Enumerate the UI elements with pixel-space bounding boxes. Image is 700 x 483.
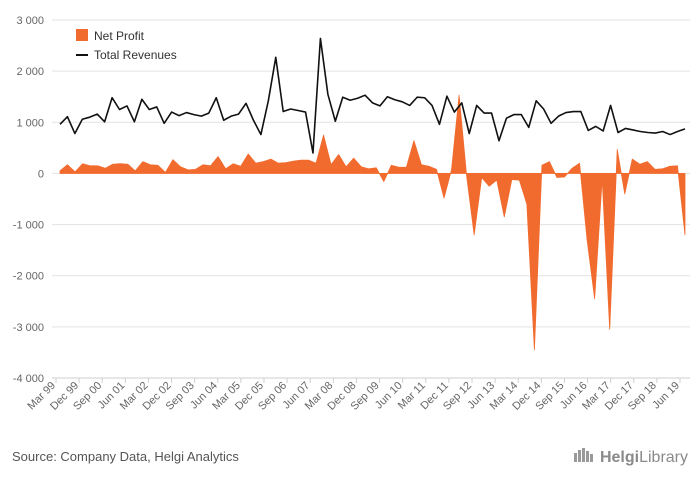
net-profit-area-path [59, 94, 686, 351]
y-tick-label: 3 000 [16, 15, 44, 27]
y-tick-label: -3 000 [13, 322, 44, 334]
net-profit-area [59, 94, 686, 351]
y-tick-label: 2 000 [16, 66, 44, 78]
logo-bold-text: Helgi [599, 448, 640, 466]
y-tick-label: 1 000 [16, 117, 44, 129]
legend-label-net-profit: Net Profit [94, 29, 145, 43]
y-tick-label: -4 000 [13, 373, 44, 385]
net-profit-swatch [76, 29, 88, 41]
library-logo-icon [573, 448, 596, 467]
total-revenues-polyline [59, 37, 686, 154]
legend-label-total-revenues: Total Revenues [94, 48, 177, 62]
source-note: Source: Company Data, Helgi Analytics [12, 449, 239, 464]
y-tick-label: -1 000 [13, 220, 44, 232]
helgilibrary-logo[interactable]: HelgiLibrary [573, 448, 688, 467]
y-tick-label: 0 [38, 168, 44, 180]
total-revenues-line [59, 37, 686, 154]
y-axis: 3 000 2 000 1 000 0 -1 000 -2 000 -3 000 -4 000 [13, 15, 44, 385]
legend: Net Profit Total Revenues [76, 29, 177, 62]
y-tick-label: -2 000 [13, 271, 44, 283]
logo-light-text: Library [639, 448, 688, 466]
